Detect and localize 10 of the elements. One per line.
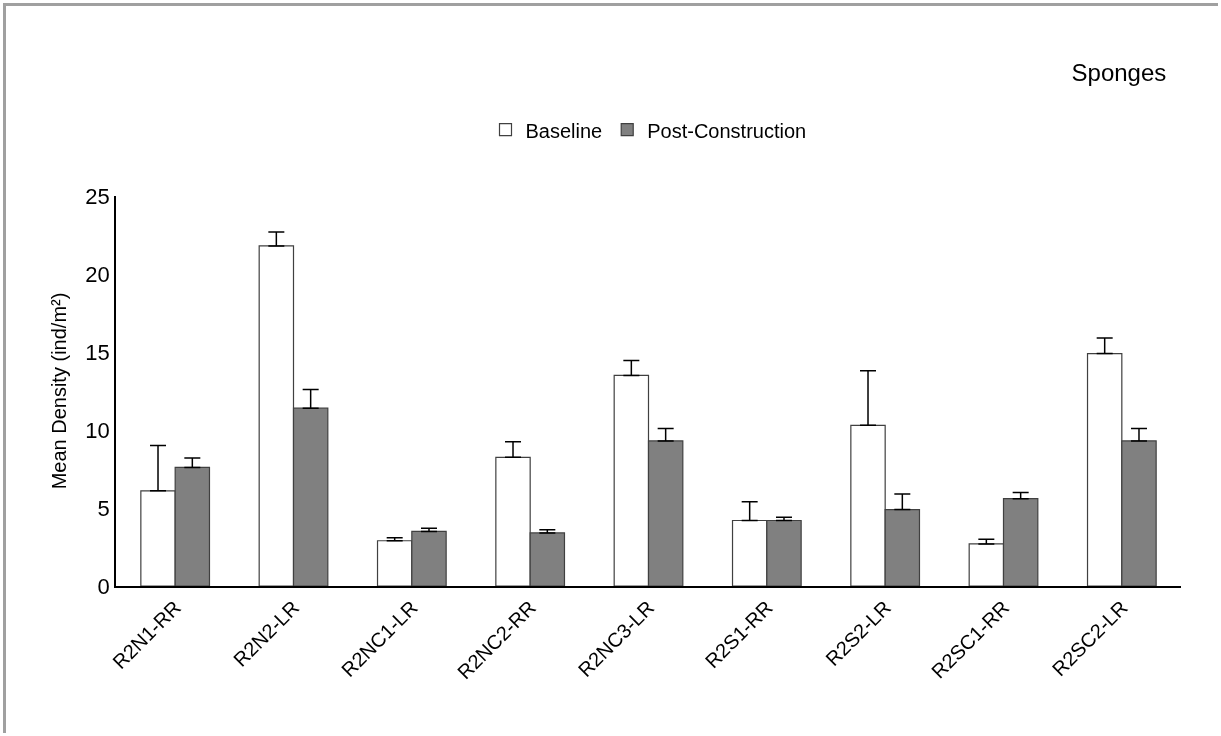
y-tick-label: 20 [85, 261, 110, 287]
y-tick-label: 10 [85, 417, 110, 443]
y-tick-label: 5 [97, 495, 110, 521]
legend-label: Post-Construction [647, 119, 807, 142]
y-axis-title: Mean Density (ind/m²) [47, 292, 70, 490]
chart-title: Sponges [1071, 59, 1167, 87]
y-tick-label: 0 [97, 573, 110, 599]
y-tick-label: 15 [85, 339, 110, 365]
legend-label: Baseline [525, 119, 603, 142]
y-tick-label: 25 [85, 183, 110, 209]
